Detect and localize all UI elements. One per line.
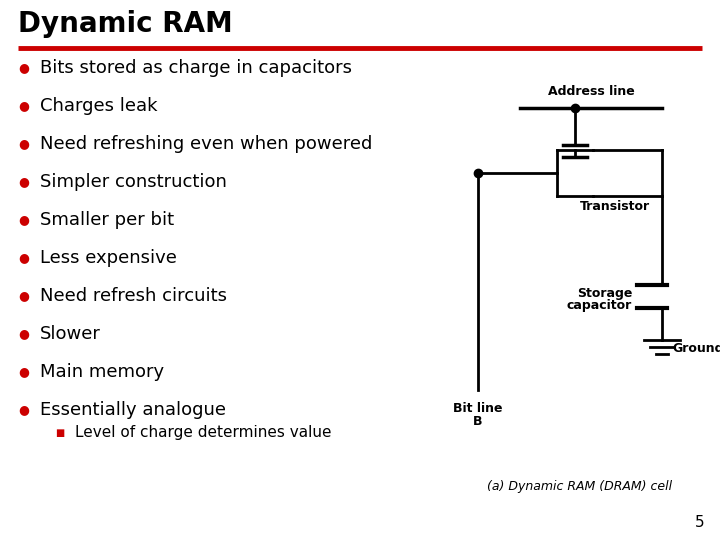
Text: Address line: Address line: [548, 85, 634, 98]
Text: ●: ●: [19, 138, 30, 151]
Text: Transistor: Transistor: [580, 200, 650, 213]
Text: Slower: Slower: [40, 325, 101, 343]
Text: Need refresh circuits: Need refresh circuits: [40, 287, 227, 305]
Text: ●: ●: [19, 99, 30, 112]
Text: Essentially analogue: Essentially analogue: [40, 401, 226, 419]
Text: Main memory: Main memory: [40, 363, 164, 381]
Text: Storage: Storage: [577, 287, 632, 300]
Text: ●: ●: [19, 289, 30, 302]
Text: B: B: [473, 415, 482, 428]
Text: (a) Dynamic RAM (DRAM) cell: (a) Dynamic RAM (DRAM) cell: [487, 480, 672, 493]
Text: Smaller per bit: Smaller per bit: [40, 211, 174, 229]
Text: ●: ●: [19, 403, 30, 416]
Text: Less expensive: Less expensive: [40, 249, 177, 267]
Text: capacitor: capacitor: [567, 299, 632, 312]
Text: ●: ●: [19, 176, 30, 188]
Text: ●: ●: [19, 62, 30, 75]
Text: ●: ●: [19, 327, 30, 341]
Text: Ground: Ground: [672, 342, 720, 355]
Text: Need refreshing even when powered: Need refreshing even when powered: [40, 135, 372, 153]
Text: ●: ●: [19, 366, 30, 379]
Text: 5: 5: [696, 515, 705, 530]
Text: Charges leak: Charges leak: [40, 97, 158, 115]
Text: Bits stored as charge in capacitors: Bits stored as charge in capacitors: [40, 59, 352, 77]
Text: Level of charge determines value: Level of charge determines value: [75, 426, 331, 440]
Text: ●: ●: [19, 213, 30, 226]
Text: Bit line: Bit line: [454, 402, 503, 415]
Text: Dynamic RAM: Dynamic RAM: [18, 10, 233, 38]
Text: Simpler construction: Simpler construction: [40, 173, 227, 191]
Text: ■: ■: [55, 428, 65, 438]
Text: ●: ●: [19, 252, 30, 265]
